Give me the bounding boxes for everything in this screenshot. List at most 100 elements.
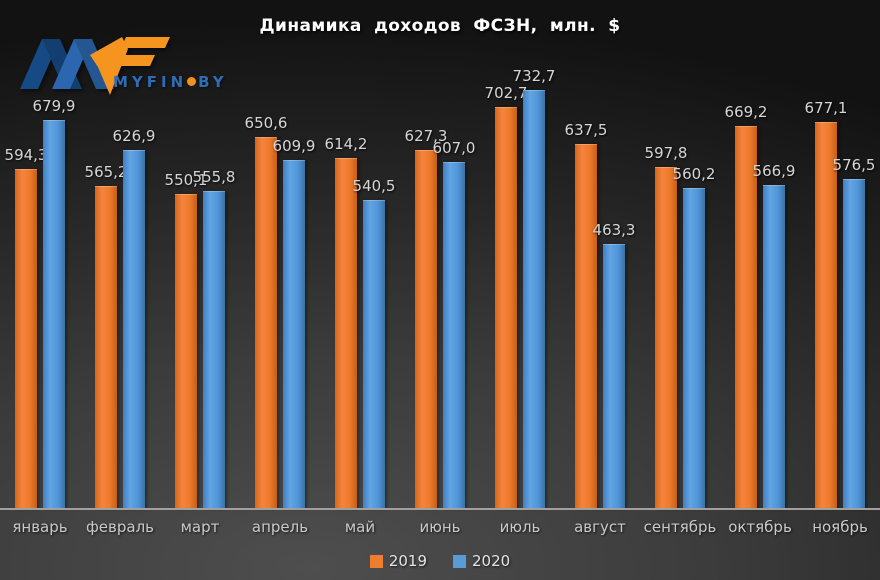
x-axis-line bbox=[0, 508, 880, 510]
bar-2019-август bbox=[575, 144, 597, 508]
month-label-январь: январь bbox=[12, 518, 68, 536]
bar-value-label-2020-март: 555,8 bbox=[192, 168, 236, 186]
bar-col-2019-февраль: 565,2 bbox=[85, 72, 127, 508]
bar-value-label-2019-август: 637,5 bbox=[564, 121, 608, 139]
legend-swatch-icon-2020 bbox=[453, 554, 466, 568]
bar-group-2: 565,2 626,9 bbox=[80, 72, 160, 508]
bar-col-2019-август: 637,5 bbox=[565, 72, 607, 508]
bar-col-2019-январь: 594,3 bbox=[5, 72, 47, 508]
bar-value-label-2019-март: 550,1 bbox=[164, 171, 208, 189]
logo-text-main: MYFIN bbox=[113, 73, 188, 91]
bar-value-label-2020-май: 540,5 bbox=[352, 177, 396, 195]
bar-2020-апрель bbox=[283, 160, 305, 508]
legend: 2019 2020 bbox=[0, 550, 880, 572]
bar-group-10: 669,2 566,9 bbox=[720, 72, 800, 508]
bar-value-label-2019-май: 614,2 bbox=[324, 135, 368, 153]
bar-col-2019-май: 614,2 bbox=[325, 72, 367, 508]
bar-col-2019-март: 550,1 bbox=[165, 72, 207, 508]
legend-item-2020: 2020 bbox=[453, 552, 510, 570]
month-label-октябрь: октябрь bbox=[728, 518, 792, 536]
bar-col-2019-июль: 702,7 bbox=[485, 72, 527, 508]
bar-2020-март bbox=[203, 191, 225, 508]
logo-dot-icon bbox=[187, 77, 197, 86]
legend-label-2020: 2020 bbox=[472, 552, 511, 570]
myfin-logo-mark bbox=[20, 37, 170, 95]
bar-col-2020-апрель: 609,9 bbox=[273, 72, 315, 508]
bar-value-label-2019-сентябрь: 597,8 bbox=[644, 144, 688, 162]
bar-value-label-2020-январь: 679,9 bbox=[32, 97, 76, 115]
legend-item-2019: 2019 bbox=[369, 552, 427, 570]
bar-2020-февраль bbox=[123, 150, 145, 508]
bar-2020-ноябрь bbox=[843, 179, 865, 508]
bar-value-label-2020-ноябрь: 576,5 bbox=[832, 156, 876, 174]
bar-value-label-2019-октябрь: 669,2 bbox=[724, 103, 768, 121]
bar-value-label-2020-сентябрь: 560,2 bbox=[672, 165, 716, 183]
myfin-logo: MYFIN BY bbox=[18, 33, 228, 97]
legend-swatch-icon-2019 bbox=[369, 554, 383, 568]
bar-group-4: 650,6 609,9 bbox=[240, 72, 320, 508]
bar-group-1: 594,3 679,9 bbox=[0, 72, 80, 508]
bar-col-2020-август: 463,3 bbox=[593, 72, 635, 508]
bar-2019-июнь bbox=[415, 150, 437, 508]
bar-2020-сентябрь bbox=[683, 188, 705, 508]
month-label-май: май bbox=[344, 518, 376, 536]
bar-2020-октябрь bbox=[763, 185, 785, 508]
myfin-logo-text: MYFIN BY bbox=[113, 73, 228, 91]
bar-2019-июль bbox=[495, 107, 517, 508]
bar-2019-январь bbox=[15, 169, 37, 508]
bar-col-2019-июнь: 627,3 bbox=[405, 72, 447, 508]
bar-group-5: 614,2 540,5 bbox=[320, 72, 400, 508]
bar-2019-февраль bbox=[95, 186, 117, 508]
month-label-август: август bbox=[574, 518, 626, 536]
bar-value-label-2020-февраль: 626,9 bbox=[112, 127, 156, 145]
chart-title: Динамика доходов ФСЗН, млн. $ bbox=[259, 16, 621, 36]
bar-2020-июнь bbox=[443, 162, 465, 508]
bar-2020-январь bbox=[43, 120, 65, 508]
month-label-февраль: февраль bbox=[85, 518, 155, 536]
bar-col-2020-май: 540,5 bbox=[353, 72, 395, 508]
bar-value-label-2019-июнь: 627,3 bbox=[404, 127, 448, 145]
month-label-март: март bbox=[180, 518, 220, 536]
bar-col-2020-январь: 679,9 bbox=[33, 72, 75, 508]
month-label-ноябрь: ноябрь bbox=[812, 518, 868, 536]
bar-value-label-2019-февраль: 565,2 bbox=[84, 163, 128, 181]
bar-col-2019-октябрь: 669,2 bbox=[725, 72, 767, 508]
bar-col-2020-сентябрь: 560,2 bbox=[673, 72, 715, 508]
bar-2020-август bbox=[603, 244, 625, 508]
bar-col-2019-сентябрь: 597,8 bbox=[645, 72, 687, 508]
bar-col-2020-ноябрь: 576,5 bbox=[833, 72, 875, 508]
month-label-июнь: июнь bbox=[419, 518, 461, 536]
bar-value-label-2020-апрель: 609,9 bbox=[272, 137, 316, 155]
bar-group-3: 550,1 555,8 bbox=[160, 72, 240, 508]
bar-col-2020-октябрь: 566,9 bbox=[753, 72, 795, 508]
legend-label-2019: 2019 bbox=[388, 552, 427, 570]
bar-group-9: 597,8 560,2 bbox=[640, 72, 720, 508]
bar-value-label-2019-ноябрь: 677,1 bbox=[804, 99, 848, 117]
bar-2019-октябрь bbox=[735, 126, 757, 508]
bar-2019-март bbox=[175, 194, 197, 508]
bar-group-7: 702,7 732,7 bbox=[480, 67, 560, 508]
bar-2020-май bbox=[363, 200, 385, 508]
logo-text-suffix: BY bbox=[198, 73, 228, 91]
x-axis-labels: январь февраль март апрель май июнь июль август… bbox=[0, 518, 880, 536]
bar-value-label-2020-октябрь: 566,9 bbox=[752, 162, 796, 180]
bar-2019-май bbox=[335, 158, 357, 508]
bar-value-label-2020-август: 463,3 bbox=[592, 221, 636, 239]
bar-col-2020-июнь: 607,0 bbox=[433, 72, 475, 508]
bar-group-6: 627,3 607,0 bbox=[400, 72, 480, 508]
bar-value-label-2020-июнь: 607,0 bbox=[432, 139, 476, 157]
bar-value-label-2019-июль: 702,7 bbox=[484, 84, 528, 102]
bar-group-8: 637,5 463,3 bbox=[560, 72, 640, 508]
bar-2019-апрель bbox=[255, 137, 277, 508]
month-label-июль: июль bbox=[499, 518, 541, 536]
bar-col-2020-февраль: 626,9 bbox=[113, 72, 155, 508]
bar-col-2019-апрель: 650,6 bbox=[245, 72, 287, 508]
bar-col-2019-ноябрь: 677,1 bbox=[805, 72, 847, 508]
month-label-апрель: апрель bbox=[251, 518, 309, 536]
bar-value-label-2019-январь: 594,3 bbox=[4, 146, 48, 164]
bar-col-2020-июль: 732,7 bbox=[513, 67, 555, 508]
month-label-сентябрь: сентябрь bbox=[643, 518, 717, 536]
bar-2019-сентябрь bbox=[655, 167, 677, 508]
bar-col-2020-март: 555,8 bbox=[193, 72, 235, 508]
plot-area: 594,3 679,9 565,2 626,9 550,1 555,8 650,6 609,9… bbox=[0, 67, 880, 508]
